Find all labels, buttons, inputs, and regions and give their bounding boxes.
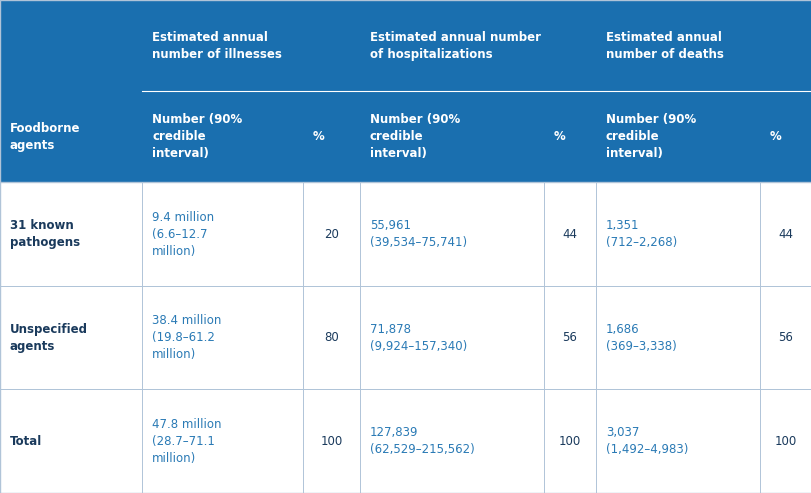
Text: Estimated annual number
of hospitalizations: Estimated annual number of hospitalizati… (369, 31, 540, 61)
Text: Total: Total (10, 435, 42, 448)
Text: 9.4 million
(6.6–12.7
million): 9.4 million (6.6–12.7 million) (152, 211, 214, 258)
Text: 100: 100 (558, 435, 581, 448)
Bar (0, 0, 811, 182)
Text: %: % (769, 130, 780, 143)
Bar (0, 286, 811, 389)
Text: 55,961
(39,534–75,741): 55,961 (39,534–75,741) (369, 219, 466, 249)
Bar (0, 182, 811, 286)
Text: 3,037
(1,492–4,983): 3,037 (1,492–4,983) (605, 426, 688, 456)
Text: 44: 44 (778, 228, 792, 241)
Text: 38.4 million
(19.8–61.2
million): 38.4 million (19.8–61.2 million) (152, 314, 221, 361)
Bar (0, 389, 811, 493)
Text: %: % (553, 130, 564, 143)
Text: Number (90%
credible
interval): Number (90% credible interval) (369, 113, 460, 160)
Text: 100: 100 (320, 435, 342, 448)
Text: Unspecified
agents: Unspecified agents (10, 323, 88, 352)
Text: Estimated annual
number of deaths: Estimated annual number of deaths (605, 31, 723, 61)
Text: Estimated annual
number of illnesses: Estimated annual number of illnesses (152, 31, 281, 61)
Text: %: % (312, 130, 324, 143)
Text: 1,351
(712–2,268): 1,351 (712–2,268) (605, 219, 676, 249)
Text: Number (90%
credible
interval): Number (90% credible interval) (152, 113, 242, 160)
Text: 56: 56 (778, 331, 792, 344)
Text: 127,839
(62,529–215,562): 127,839 (62,529–215,562) (369, 426, 474, 456)
Text: 1,686
(369–3,338): 1,686 (369–3,338) (605, 323, 676, 352)
Text: 56: 56 (562, 331, 577, 344)
Text: Number (90%
credible
interval): Number (90% credible interval) (605, 113, 695, 160)
Text: 47.8 million
(28.7–71.1
million): 47.8 million (28.7–71.1 million) (152, 418, 221, 465)
Text: 80: 80 (324, 331, 338, 344)
Text: 44: 44 (562, 228, 577, 241)
Text: 100: 100 (774, 435, 796, 448)
Text: 20: 20 (324, 228, 339, 241)
Text: 71,878
(9,924–157,340): 71,878 (9,924–157,340) (369, 323, 466, 352)
Text: Foodborne
agents: Foodborne agents (10, 122, 80, 152)
Text: 31 known
pathogens: 31 known pathogens (10, 219, 79, 249)
